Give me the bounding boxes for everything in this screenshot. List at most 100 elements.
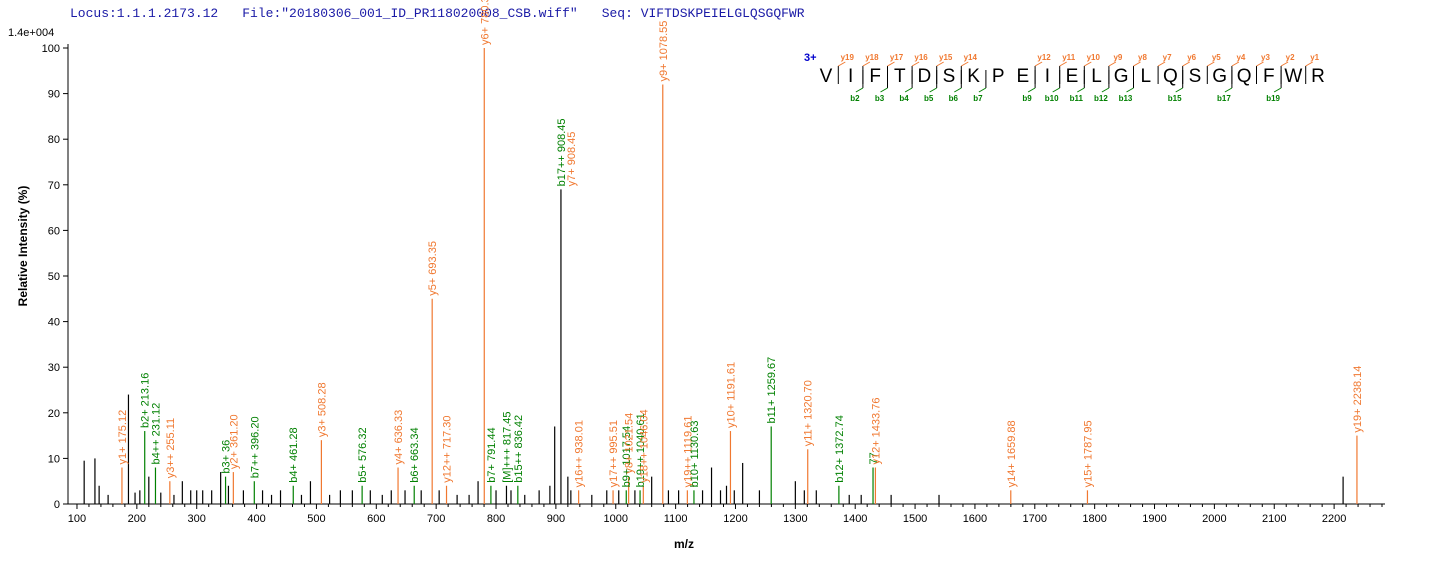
sequence-residue: V [820,66,833,87]
b-ion-label: b11 [1070,94,1084,103]
b-ion-tick [880,87,888,93]
b-ion-label: b5 [924,94,934,103]
x-tick-label: 400 [247,513,265,525]
x-tick-label: 100 [68,513,86,525]
peak-label: b19++ 1040.61 [635,413,647,487]
y-tick-label: 10 [48,453,60,465]
y-ion-tick [1305,61,1313,67]
sequence-residue: W [1284,66,1302,87]
peak-label: y12+ 1433.76 [870,398,882,465]
y-ion-label: y15 [939,53,953,62]
sequence-text: Seq: VIFTDSKPEIELGLQSGQFWR [601,6,805,21]
peak-label: y8+ 1021.54 [624,413,636,474]
b-ion-tick [1224,87,1233,93]
x-tick-label: 300 [188,513,206,525]
sequence-residue: Q [1237,66,1252,87]
y-tick-label: 0 [54,499,60,511]
y-ion-tick [887,61,895,67]
y-ion-tick [1059,61,1067,67]
x-tick-label: 500 [307,513,325,525]
sequence-residue: K [967,66,980,87]
y-ion-label: y17 [890,53,904,62]
y-ion-tick [1108,61,1117,67]
y-ion-tick [936,61,944,67]
y-ion-tick [838,61,846,67]
b-ion-tick [1175,87,1183,93]
x-tick-label: 2200 [1322,513,1346,525]
y-ion-label: y5 [1212,53,1221,62]
sequence-residue: S [943,66,956,87]
peak-label: y17++ 995.51 [608,420,620,487]
peak-label: y3+ 508.28 [316,382,328,437]
peak-label: y2+ 361.20 [228,414,240,469]
peak-label: b6+ 663.34 [409,427,421,482]
b-ion-tick [1126,87,1134,93]
y-ion-label: y9 [1113,53,1122,62]
y-ion-tick [1133,61,1141,67]
intensity-scale-label: 1.4e+004 [8,27,54,39]
y-ion-label: y2 [1286,53,1295,62]
peak-label: b4++ 231.12 [150,403,162,465]
peak-label: y14+ 1659.88 [1006,420,1018,487]
y-tick-label: 30 [48,362,60,374]
x-tick-label: 800 [487,513,505,525]
peak-label: y1+ 175.12 [117,410,129,465]
b-ion-tick [1027,87,1036,93]
peak-label: y19++ 1119.61 [682,416,694,488]
x-tick-label: 1200 [723,513,747,525]
y-ion-label: y11 [1062,53,1075,62]
y-tick-label: 70 [48,180,60,192]
b-ion-tick [978,87,987,93]
y-ion-tick [1207,61,1215,67]
y-ion-label: y6 [1187,53,1196,62]
x-tick-label: 700 [427,513,445,525]
b-ion-label: b12 [1094,94,1108,103]
locus-text: Locus:1.1.1.2173.12 [70,6,219,21]
peak-label: b12+ 1372.74 [834,415,846,483]
sequence-residue: I [848,66,853,87]
y-ion-tick [1157,61,1166,67]
x-axis-title: m/z [674,537,694,551]
y-ion-tick [1182,61,1190,67]
y-axis-title: Relative Intensity (%) [16,186,30,307]
y-tick-label: 20 [48,408,60,420]
y-ion-tick [1084,61,1092,67]
sequence-residue: P [992,66,1005,87]
x-tick-label: 600 [367,513,385,525]
b-ion-label: b9 [1022,94,1032,103]
sequence-residue: R [1311,66,1325,87]
b-ion-label: b4 [899,94,909,103]
b-ion-tick [1052,87,1060,93]
b-ion-label: b15 [1168,94,1182,103]
y-ion-tick [862,61,871,67]
b-ion-tick [1101,87,1110,93]
peak-label: y4+ 636.33 [393,410,405,465]
peak-label: b3+ 36 [221,440,233,474]
sequence-residue: G [1212,66,1227,87]
y-tick-label: 60 [48,225,60,237]
sequence-residue: S [1189,66,1202,87]
x-tick-label: 2100 [1262,513,1286,525]
peak-label: b9+ 1017.54 [621,426,633,487]
x-tick-label: 1100 [664,513,688,525]
b-ion-label: b6 [949,94,959,103]
b-ion-label: b7 [973,94,983,103]
axes: 0 10 20 30 40 50 60 70 80 90 100 100 200 300 400 500 600… [42,43,1385,525]
b-ion-tick [904,87,913,93]
sequence-residue: L [1091,66,1102,87]
y-ion-label: y19 [841,53,855,62]
sequence-residue: Q [1163,66,1178,87]
x-tick-label: 1600 [963,513,987,525]
sequence-residue: F [869,66,881,87]
b-ion-label: b13 [1119,94,1133,103]
charge-state-label: 3+ [804,52,817,64]
x-tick-label: 1400 [843,513,867,525]
peak-label: b17++ 908.45 [556,118,568,186]
y-ion-tick [1280,61,1289,67]
x-tick-label: 1000 [604,513,628,525]
peak-label: b7+ 791.44 [486,427,498,482]
x-tick-label: 1800 [1082,513,1106,525]
y-ion-label: y16 [914,53,928,62]
peak-label: y18++ 1046.04 [638,409,650,482]
